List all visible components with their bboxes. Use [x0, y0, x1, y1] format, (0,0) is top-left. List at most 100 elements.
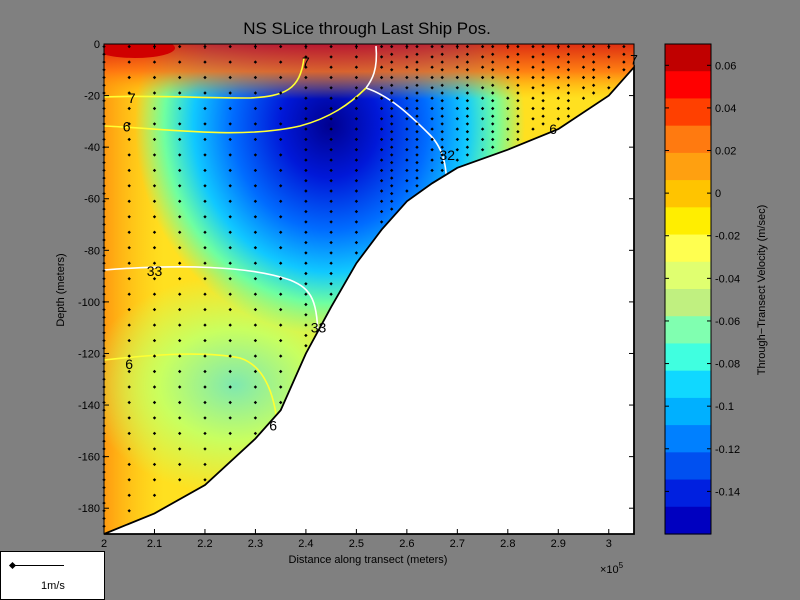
measurement-point [228, 369, 232, 374]
contour-label: 6 [549, 121, 557, 137]
measurement-point [203, 91, 207, 95]
measurement-point [152, 400, 157, 405]
measurement-point [506, 75, 510, 80]
measurement-point [379, 96, 384, 100]
colorbar-band [665, 289, 711, 317]
measurement-point [304, 230, 308, 234]
measurement-point [127, 137, 131, 142]
x-tick-label: 3 [606, 538, 612, 550]
measurement-point [279, 44, 283, 49]
measurement-point [379, 65, 384, 69]
measurement-point [465, 106, 470, 111]
measurement-point [440, 99, 444, 103]
measurement-point [152, 199, 157, 203]
measurement-point [228, 447, 232, 451]
x-tick-label: 2.6 [399, 538, 414, 550]
colorbar-band [665, 425, 711, 453]
measurement-point [178, 307, 182, 312]
measurement-point [329, 75, 333, 80]
measurement-point [127, 184, 131, 188]
measurement-point [491, 106, 495, 111]
measurement-point [228, 323, 232, 327]
measurement-point [203, 75, 207, 80]
measurement-point [178, 277, 182, 281]
measurement-point [566, 99, 571, 103]
measurement-point [127, 246, 131, 250]
measurement-point [203, 60, 207, 64]
measurement-point [581, 55, 586, 59]
measurement-point [405, 65, 409, 69]
measurement-point [506, 55, 510, 59]
x-tick-label: 2.1 [147, 538, 162, 550]
measurement-point [390, 106, 394, 111]
measurement-point [506, 106, 510, 111]
measurement-point [465, 122, 470, 126]
measurement-point [531, 106, 535, 111]
colorbar-band [665, 207, 711, 236]
measurement-point [354, 127, 359, 131]
measurement-point [531, 86, 535, 90]
measurement-point [228, 338, 232, 343]
measurement-point [304, 220, 308, 224]
measurement-point [430, 106, 434, 111]
measurement-point [203, 385, 207, 389]
measurement-point [516, 137, 520, 142]
measurement-point [531, 44, 535, 49]
measurement-point [253, 369, 258, 374]
measurement-point [465, 114, 470, 118]
measurement-point [556, 75, 560, 80]
x-tick-label: 2.3 [248, 538, 263, 550]
x-tick-label: 2.2 [197, 538, 212, 550]
measurement-point [566, 83, 571, 87]
measurement-point [491, 75, 495, 80]
measurement-point [415, 52, 419, 56]
measurement-point [440, 91, 444, 95]
measurement-point [506, 96, 510, 100]
measurement-point [228, 106, 232, 111]
colorbar-tick-label: 0.04 [715, 103, 736, 115]
measurement-point [531, 127, 535, 131]
measurement-point [354, 251, 359, 255]
measurement-point [415, 91, 419, 95]
measurement-point [531, 65, 535, 69]
measurement-point [203, 184, 207, 188]
measurement-point [566, 106, 571, 111]
measurement-point [415, 60, 419, 64]
measurement-point [178, 184, 182, 188]
measurement-point [566, 52, 571, 56]
measurement-point [354, 168, 359, 173]
measurement-point [152, 246, 157, 250]
measurement-point [178, 369, 182, 374]
measurement-point [531, 75, 535, 80]
measurement-point [405, 168, 409, 173]
measurement-point [405, 158, 409, 162]
measurement-point [228, 354, 232, 358]
measurement-point [531, 55, 535, 59]
measurement-point [531, 96, 535, 100]
measurement-point [390, 99, 394, 103]
measurement-point [465, 130, 470, 134]
measurement-point [390, 44, 394, 49]
measurement-point [127, 261, 131, 265]
measurement-point [329, 55, 333, 59]
measurement-point [566, 91, 571, 95]
measurement-point [516, 130, 520, 134]
measurement-point [178, 431, 182, 436]
measurement-point [622, 60, 626, 64]
measurement-point [152, 91, 157, 95]
measurement-point [127, 230, 131, 234]
measurement-point [491, 52, 495, 56]
measurement-point [203, 230, 207, 234]
x-axis: 2 2.1 2.2 2.3 2.4 2.5 2.6 2.7 2.8 2.9 3 [101, 44, 612, 550]
measurement-point [304, 86, 308, 90]
measurement-point [178, 400, 182, 405]
measurement-point [354, 96, 359, 100]
measurement-point [354, 86, 359, 90]
measurement-point [178, 106, 182, 111]
measurement-point [152, 431, 157, 436]
y-tick-label: -80 [84, 245, 100, 257]
measurement-point [228, 416, 232, 420]
measurement-point [455, 75, 459, 80]
x-axis-label: Distance along transect (meters) [289, 554, 448, 566]
measurement-point [556, 117, 560, 121]
